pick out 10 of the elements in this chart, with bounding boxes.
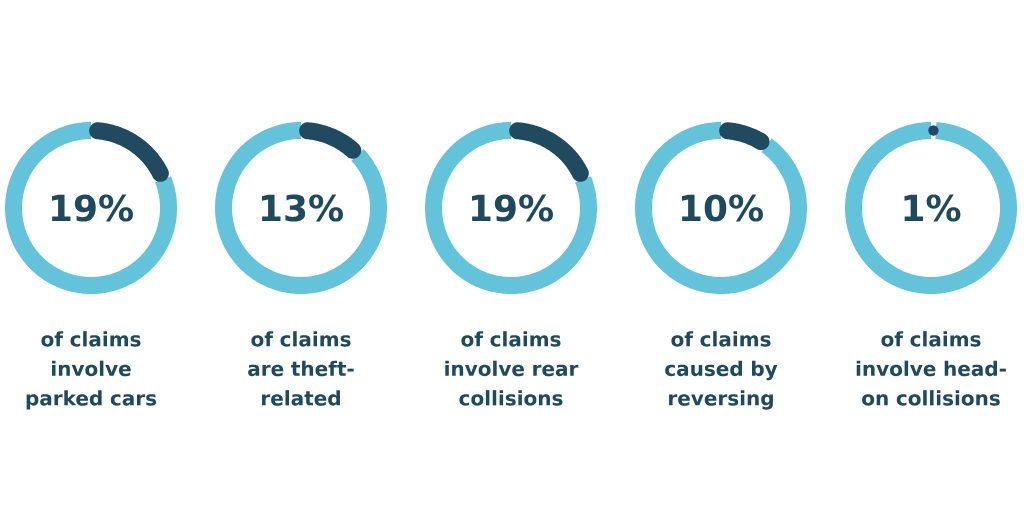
text: of claims involve head-on collisions	[856, 331, 1006, 406]
text: 19%	[471, 194, 553, 222]
text: 10%	[681, 194, 763, 222]
text: of claims involve rear collisions	[445, 331, 579, 406]
text: of claims are theft-related	[248, 331, 354, 406]
text: 13%	[261, 194, 343, 222]
text: of claims caused by reversing	[665, 331, 778, 410]
text: 19%	[51, 194, 133, 222]
text: 1%	[904, 194, 961, 222]
text: of claims involve parked cars	[26, 331, 157, 410]
